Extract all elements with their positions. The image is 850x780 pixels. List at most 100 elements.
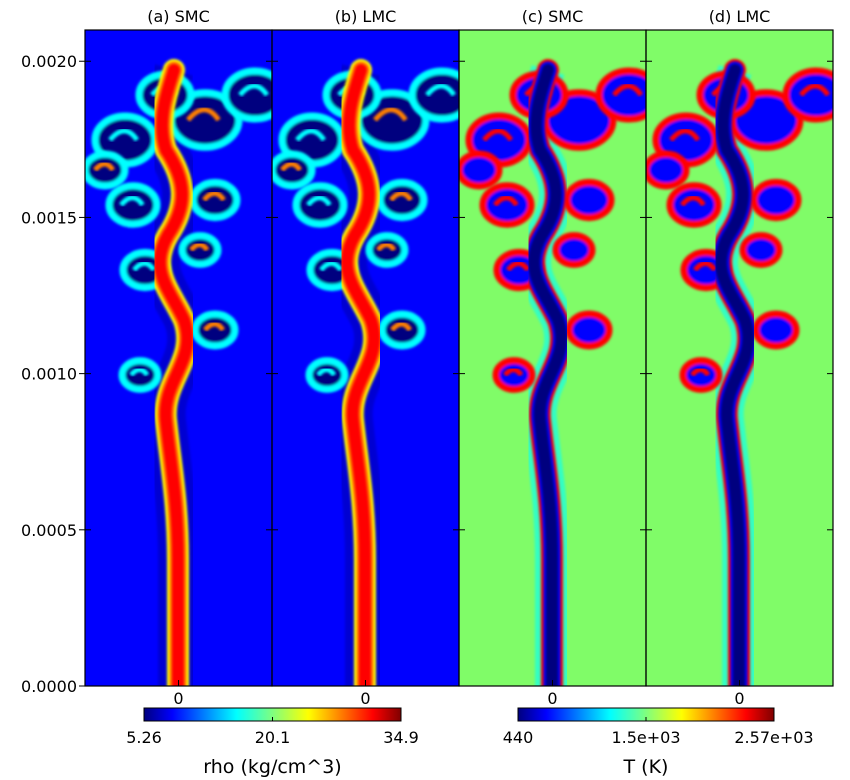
heatmap-panels — [85, 30, 833, 686]
vortex-curl — [85, 150, 129, 190]
panel-1-heatmap — [272, 30, 459, 686]
vortex-swirl — [238, 83, 270, 97]
vortex-swirl — [108, 128, 140, 142]
y-tick-label: 0.0010 — [21, 365, 77, 384]
vortex-swirl — [612, 83, 644, 97]
vortex-curl — [459, 150, 503, 190]
vortex-swirl — [560, 107, 595, 122]
vortex-curl — [666, 182, 722, 228]
vortex-curl — [646, 150, 690, 190]
panel-title: (c) SMC — [522, 7, 584, 26]
colorbar-tick-label: 20.1 — [255, 728, 291, 747]
panel-title: (d) LMC — [709, 7, 771, 26]
vortex-swirl — [576, 190, 600, 202]
vortex-swirl — [669, 128, 701, 142]
y-tick-label: 0.0000 — [21, 677, 77, 696]
vortex-curl — [408, 67, 459, 123]
vortex-curl — [565, 310, 613, 350]
panel-title: (a) SMC — [147, 7, 210, 26]
vortex-swirl — [93, 161, 116, 172]
vortex-swirl — [376, 242, 397, 252]
jet-core — [528, 64, 568, 686]
vortex-swirl — [373, 107, 408, 122]
jet-core — [715, 64, 755, 686]
vortex-swirl — [202, 190, 226, 202]
y-tick-label: 0.0020 — [21, 52, 77, 71]
colorbar-tick-label: 440 — [503, 728, 534, 747]
vortex-curl — [750, 178, 802, 222]
panel-0-heatmap — [85, 30, 272, 686]
y-tick-label: 0.0015 — [21, 208, 77, 227]
panel-frames — [79, 29, 834, 687]
jet-core — [154, 64, 194, 686]
vortex-swirl — [119, 195, 145, 207]
vortex-curl — [221, 67, 272, 123]
vortex-curl — [563, 178, 615, 222]
vortex-swirl — [390, 321, 413, 332]
x-tick-label: 0 — [360, 689, 370, 708]
vortex-swirl — [189, 242, 210, 252]
vortex-swirl — [680, 195, 706, 207]
vortex-swirl — [295, 128, 327, 142]
jet-core — [341, 64, 381, 686]
colorbar-tick-label: 34.9 — [383, 728, 419, 747]
colorbar-tick-label: 5.26 — [126, 728, 162, 747]
vortex-curl — [105, 182, 161, 228]
vortex-swirl — [690, 367, 711, 377]
vortex-swirl — [389, 190, 413, 202]
colorbar-tick-label: 2.57e+03 — [734, 728, 813, 747]
x-tick-labels: 0 0 0 0 — [173, 689, 744, 708]
vortex-swirl — [203, 321, 226, 332]
vortex-curl — [292, 182, 348, 228]
vortex-curl — [178, 232, 222, 268]
vortex-curl — [492, 357, 536, 393]
vortex-curl — [191, 310, 239, 350]
vortex-curl — [552, 232, 596, 268]
vortex-swirl — [764, 321, 787, 332]
vortex-swirl — [425, 83, 457, 97]
x-tick-label: 0 — [734, 689, 744, 708]
vortex-swirl — [493, 195, 519, 207]
vortex-swirl — [129, 367, 150, 377]
vortex-curl — [595, 67, 646, 123]
vortex-swirl — [799, 83, 831, 97]
vortex-swirl — [316, 367, 337, 377]
panel-titles: (a) SMC (b) LMC (c) SMC (d) LMC — [147, 7, 770, 26]
vortex-swirl — [747, 107, 782, 122]
vortex-curl — [739, 232, 783, 268]
panel-title: (b) LMC — [335, 7, 397, 26]
x-tick-label: 0 — [547, 689, 557, 708]
colorbar-label: rho (kg/cm^3) — [203, 756, 341, 778]
vortex-curl — [782, 67, 833, 123]
vortex-swirl — [280, 161, 303, 172]
panel-2-heatmap — [459, 30, 646, 686]
panel-3-heatmap — [646, 30, 833, 686]
vortex-curl — [752, 310, 800, 350]
vortex-curl — [118, 357, 162, 393]
vortex-swirl — [467, 161, 490, 172]
vortex-swirl — [186, 107, 221, 122]
y-tick-label: 0.0005 — [21, 521, 77, 540]
vortex-curl — [272, 150, 316, 190]
y-axis: 0.0000 0.0005 0.0010 0.0015 0.0020 — [21, 52, 77, 696]
vortex-curl — [479, 182, 535, 228]
vortex-swirl — [763, 190, 787, 202]
x-tick-label: 0 — [173, 689, 183, 708]
colorbar-tick-label: 1.5e+03 — [611, 728, 680, 747]
vortex-swirl — [503, 367, 524, 377]
vortex-curl — [378, 310, 426, 350]
vortex-curl — [365, 232, 409, 268]
vortex-swirl — [750, 242, 771, 252]
vortex-swirl — [563, 242, 584, 252]
vortex-swirl — [577, 321, 600, 332]
colorbars: 5.26 20.1 34.9 rho (kg/cm^3) 440 1.5e+03 2.57e… — [126, 707, 814, 778]
vortex-swirl — [482, 128, 514, 142]
vortex-swirl — [654, 161, 677, 172]
vortex-curl — [679, 357, 723, 393]
vortex-curl — [305, 357, 349, 393]
vortex-curl — [376, 178, 428, 222]
colorbar-label: T (K) — [623, 756, 669, 778]
vortex-curl — [189, 178, 241, 222]
vortex-swirl — [306, 195, 332, 207]
